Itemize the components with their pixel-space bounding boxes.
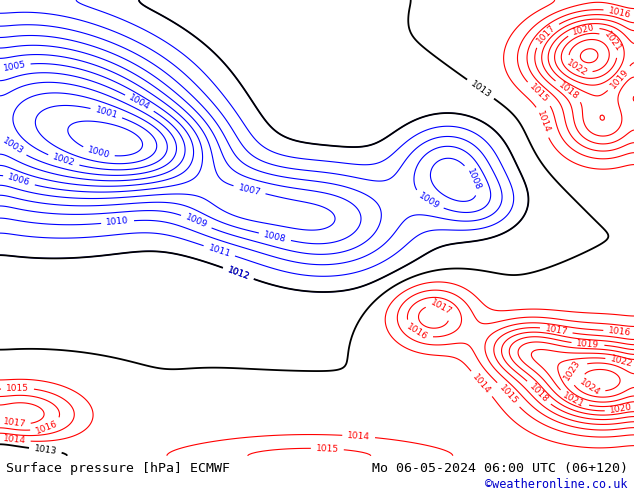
Text: 1017: 1017 (544, 324, 569, 337)
Text: 1010: 1010 (106, 217, 129, 227)
Text: 1015: 1015 (528, 82, 551, 105)
Text: 1014: 1014 (3, 434, 26, 445)
Text: 1009: 1009 (417, 191, 441, 211)
Text: 1019: 1019 (576, 339, 600, 349)
Text: 1013: 1013 (469, 79, 493, 99)
Text: 1015: 1015 (498, 383, 519, 406)
Text: 1012: 1012 (226, 265, 250, 282)
Text: 1005: 1005 (2, 60, 27, 73)
Text: 1002: 1002 (51, 153, 76, 169)
Text: 1022: 1022 (609, 355, 633, 369)
Text: 1024: 1024 (578, 377, 602, 398)
Text: 1004: 1004 (127, 93, 152, 112)
Text: 1014: 1014 (347, 431, 370, 441)
Text: 1017: 1017 (429, 298, 454, 317)
Text: 1016: 1016 (34, 419, 59, 436)
Text: 1020: 1020 (609, 403, 633, 415)
Text: 1011: 1011 (207, 243, 231, 259)
Text: 1023: 1023 (562, 358, 583, 382)
Text: 1016: 1016 (405, 322, 429, 343)
Text: 1017: 1017 (3, 417, 26, 429)
Text: 1000: 1000 (86, 146, 111, 160)
Text: 1003: 1003 (1, 136, 25, 156)
Text: Surface pressure [hPa] ECMWF: Surface pressure [hPa] ECMWF (6, 462, 230, 475)
Text: 1018: 1018 (557, 80, 581, 101)
Text: ©weatheronline.co.uk: ©weatheronline.co.uk (485, 478, 628, 490)
Text: 1016: 1016 (608, 326, 631, 338)
Text: 1017: 1017 (534, 23, 557, 46)
Text: Mo 06-05-2024 06:00 UTC (06+120): Mo 06-05-2024 06:00 UTC (06+120) (372, 462, 628, 475)
Text: 1001: 1001 (94, 105, 119, 120)
Text: 1018: 1018 (527, 382, 550, 404)
Text: 1007: 1007 (237, 183, 262, 197)
Text: 1021: 1021 (603, 30, 623, 54)
Text: 1014: 1014 (471, 372, 493, 395)
Text: 1022: 1022 (565, 58, 589, 78)
Text: 1006: 1006 (6, 173, 31, 188)
Text: 1020: 1020 (571, 23, 595, 37)
Text: 1008: 1008 (465, 167, 482, 192)
Text: 1019: 1019 (609, 67, 630, 90)
Text: 1016: 1016 (607, 6, 632, 20)
Text: 1015: 1015 (316, 444, 339, 454)
Text: 1012: 1012 (226, 265, 250, 282)
Text: 1009: 1009 (184, 213, 209, 230)
Text: 1008: 1008 (262, 230, 287, 244)
Text: 1014: 1014 (535, 110, 551, 134)
Text: 1021: 1021 (561, 391, 586, 409)
Text: 1013: 1013 (34, 444, 57, 456)
Text: 1015: 1015 (6, 384, 29, 393)
